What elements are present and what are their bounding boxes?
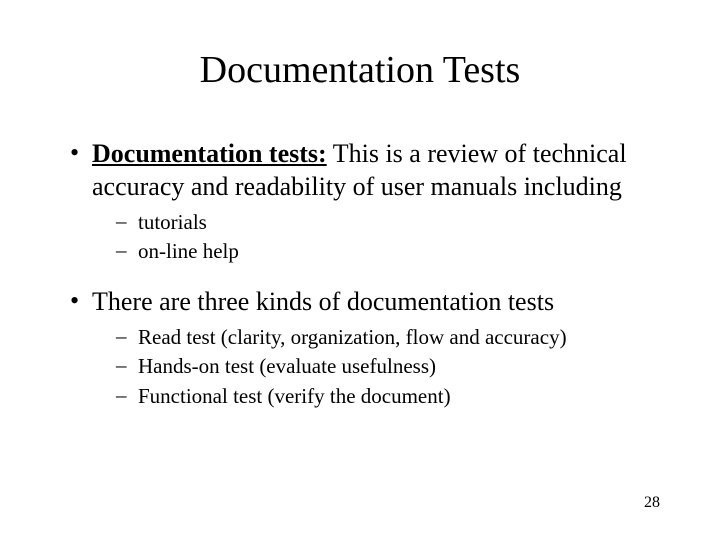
dash-icon: – bbox=[116, 209, 138, 236]
bullet-text: Documentation tests: This is a review of… bbox=[92, 138, 660, 203]
dash-icon: – bbox=[116, 383, 138, 410]
bullet-item: • There are three kinds of documentation… bbox=[70, 286, 660, 319]
slide: Documentation Tests • Documentation test… bbox=[0, 0, 720, 540]
page-number: 28 bbox=[644, 494, 660, 512]
sub-bullet-text: tutorials bbox=[138, 209, 660, 236]
sub-bullet-item: – tutorials bbox=[116, 209, 660, 236]
sub-bullet-text: on-line help bbox=[138, 238, 660, 265]
bullet-text: There are three kinds of documentation t… bbox=[92, 286, 660, 319]
bullet-dot-icon: • bbox=[70, 286, 92, 319]
sub-bullet-item: – Hands-on test (evaluate usefulness) bbox=[116, 353, 660, 380]
sub-bullet-text: Hands-on test (evaluate usefulness) bbox=[138, 353, 660, 380]
slide-title: Documentation Tests bbox=[60, 48, 660, 92]
bullet-item: • Documentation tests: This is a review … bbox=[70, 138, 660, 203]
dash-icon: – bbox=[116, 324, 138, 351]
bullet-lead: Documentation tests: bbox=[92, 139, 327, 168]
bullet-dot-icon: • bbox=[70, 138, 92, 203]
sub-bullet-text: Read test (clarity, organization, flow a… bbox=[138, 324, 660, 351]
dash-icon: – bbox=[116, 353, 138, 380]
sub-bullet-item: – Read test (clarity, organization, flow… bbox=[116, 324, 660, 351]
spacer bbox=[60, 268, 660, 286]
sub-bullet-item: – Functional test (verify the document) bbox=[116, 383, 660, 410]
dash-icon: – bbox=[116, 238, 138, 265]
sub-bullet-text: Functional test (verify the document) bbox=[138, 383, 660, 410]
sub-bullet-item: – on-line help bbox=[116, 238, 660, 265]
